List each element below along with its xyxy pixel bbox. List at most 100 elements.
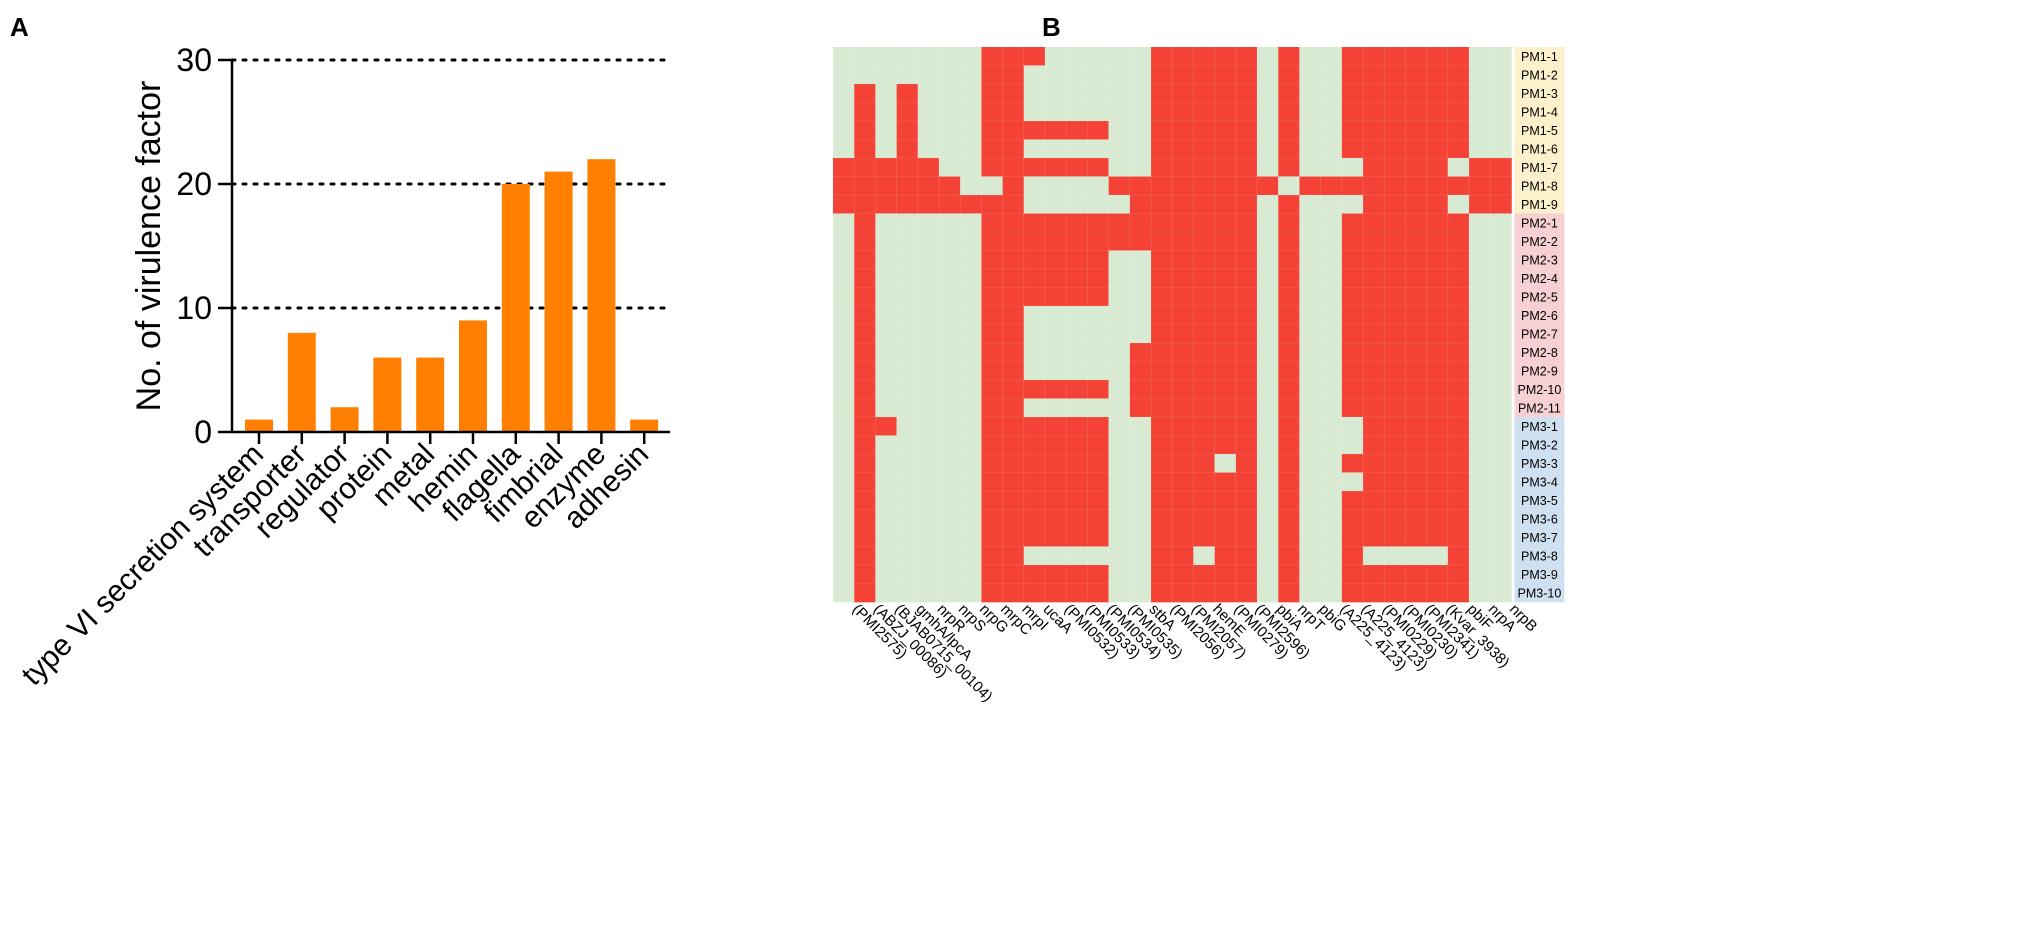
heatmap-cell-present — [1447, 343, 1470, 362]
heatmap-cell-absent — [1108, 158, 1131, 177]
heatmap-cell-present — [1320, 176, 1343, 196]
heatmap-cell-absent — [917, 546, 940, 566]
heatmap-cell-absent — [1257, 84, 1279, 103]
heatmap-cell-absent — [1299, 121, 1321, 140]
heatmap-cell-present — [1214, 65, 1237, 85]
row-label: PM2-2 — [1521, 235, 1558, 249]
heatmap-cell-present — [1341, 361, 1364, 381]
heatmap-cell-present — [1129, 361, 1152, 381]
heatmap-cell-absent — [833, 398, 855, 418]
heatmap-cell-present — [1066, 250, 1088, 270]
heatmap-cell-present — [854, 195, 876, 214]
heatmap-cell-present — [1278, 398, 1300, 418]
heatmap-cell-present — [1363, 139, 1385, 159]
heatmap-cell-present — [1045, 435, 1067, 455]
heatmap-cell-present — [1363, 398, 1385, 418]
heatmap-cell-absent — [1129, 47, 1152, 66]
heatmap-cell-absent — [1490, 250, 1512, 270]
heatmap-cell-absent — [1087, 139, 1109, 159]
heatmap-cell-absent — [939, 158, 961, 177]
row-label-background — [1514, 343, 1565, 362]
heatmap-cell-absent — [1299, 102, 1321, 122]
heatmap-cell-present — [1384, 195, 1406, 214]
heatmap-cell-present — [1087, 287, 1109, 307]
heatmap-cell-present — [1426, 102, 1449, 122]
heatmap-cell-absent — [1447, 158, 1470, 177]
heatmap-cell-present — [981, 380, 1003, 399]
heatmap-cell-present — [1002, 250, 1025, 270]
heatmap-cell-present — [1405, 565, 1427, 584]
heatmap-cell-present — [1341, 287, 1364, 307]
heatmap-cell-present — [1193, 232, 1215, 251]
heatmap-cell-present — [1405, 65, 1427, 85]
row-label-background — [1514, 139, 1565, 159]
heatmap-cell-present — [1023, 583, 1046, 603]
heatmap-cell-present — [1087, 528, 1109, 547]
heatmap-cell-absent — [1299, 158, 1321, 177]
heatmap-cell-absent — [1490, 121, 1512, 140]
heatmap-cell-present — [854, 232, 876, 251]
heatmap-cell-absent — [1490, 269, 1512, 288]
heatmap-cell-present — [896, 195, 919, 214]
heatmap-cell-absent — [1066, 65, 1088, 85]
heatmap-cell-absent — [960, 361, 982, 381]
heatmap-cell-absent — [1045, 176, 1067, 196]
heatmap-cell-absent — [875, 528, 897, 547]
heatmap-cell-absent — [1108, 287, 1131, 307]
heatmap-cell-present — [981, 343, 1003, 362]
heatmap-cell-present — [1214, 583, 1237, 603]
heatmap-cell-present — [1214, 398, 1237, 418]
heatmap-cell-absent — [833, 565, 855, 584]
heatmap-cell-present — [981, 306, 1003, 325]
heatmap-cell-present — [1278, 417, 1300, 436]
heatmap-cell-absent — [1087, 546, 1109, 566]
bar — [459, 320, 487, 432]
heatmap-cell-present — [854, 121, 876, 140]
heatmap-cell-present — [1405, 102, 1427, 122]
heatmap-cell-present — [1278, 454, 1300, 473]
heatmap-cell-absent — [939, 546, 961, 566]
heatmap-cell-present — [1235, 158, 1258, 177]
heatmap-cell-absent — [1299, 343, 1321, 362]
heatmap-cell-present — [1151, 306, 1173, 325]
heatmap-cell-absent — [939, 306, 961, 325]
heatmap-cell-present — [1193, 417, 1215, 436]
heatmap-cell-present — [1405, 269, 1427, 288]
heatmap-cell-present — [1426, 398, 1449, 418]
row-label-background — [1514, 472, 1565, 492]
heatmap-cell-present — [1087, 158, 1109, 177]
heatmap-cell-present — [981, 195, 1003, 214]
heatmap-cell-present — [1341, 250, 1364, 270]
row-label: PM2-4 — [1521, 272, 1558, 286]
heatmap-cell-present — [1193, 435, 1215, 455]
heatmap-cell-present — [1151, 287, 1173, 307]
heatmap-cell-present — [1405, 398, 1427, 418]
heatmap-cell-present — [917, 195, 940, 214]
heatmap-cell-present — [1363, 454, 1385, 473]
heatmap-cell-present — [981, 398, 1003, 418]
heatmap-cell-absent — [939, 65, 961, 85]
heatmap-cell-present — [981, 565, 1003, 584]
heatmap-cell-present — [1023, 121, 1046, 140]
heatmap-cell-absent — [939, 417, 961, 436]
heatmap-cell-absent — [1490, 398, 1512, 418]
heatmap-cell-absent — [875, 232, 897, 251]
heatmap-cell-present — [1405, 361, 1427, 381]
heatmap-cell-absent — [1299, 417, 1321, 436]
heatmap-cell-present — [1002, 287, 1025, 307]
heatmap-row-labels: PM1-1 PM1-2 PM1-3 PM1-4 PM1-5 PM1-6 PM1-7 PM1-8… — [1514, 47, 1565, 603]
heatmap-cell-present — [1151, 102, 1173, 122]
heatmap-cell-present — [854, 398, 876, 418]
heatmap-cell-present — [1363, 121, 1385, 140]
heatmap-cell-absent — [1129, 250, 1152, 270]
heatmap-cell-absent — [939, 47, 961, 66]
heatmap-cell-absent — [1108, 121, 1131, 140]
heatmap-cell-present — [1193, 583, 1215, 603]
heatmap-cell-present — [1108, 232, 1131, 251]
heatmap-cell-present — [1363, 306, 1385, 325]
heatmap-cell-absent — [1045, 65, 1067, 85]
heatmap-cell-absent — [960, 583, 982, 603]
heatmap-cell-present — [1002, 435, 1025, 455]
heatmap-cell-present — [1384, 102, 1406, 122]
heatmap-cell-absent — [1299, 65, 1321, 85]
